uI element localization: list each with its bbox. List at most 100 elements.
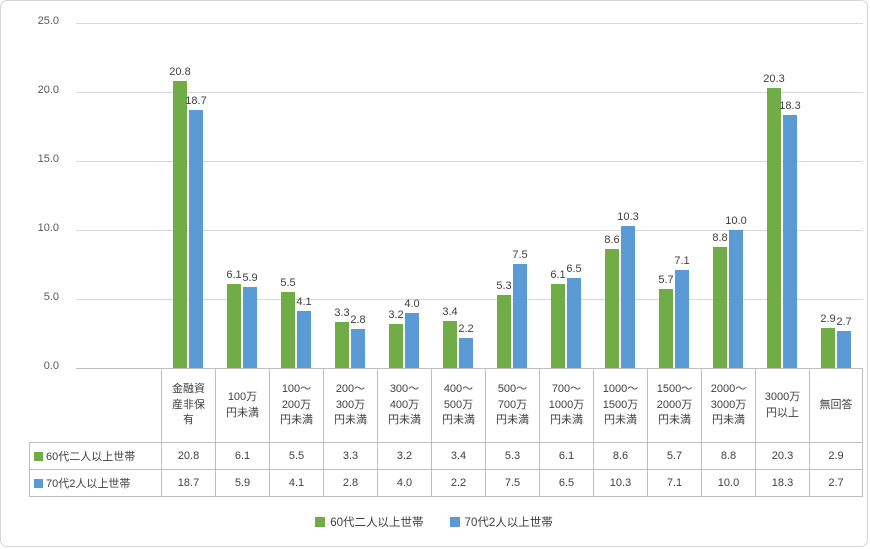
y-axis-labels: 0.0 5.0 10.0 15.0 20.0 25.0 — [1, 1, 76, 381]
category-label: 無回答 — [809, 369, 863, 442]
value-cell: 20.3 — [755, 443, 809, 470]
category-label: 700〜 1000万 円未満 — [539, 369, 593, 442]
value-cell: 6.5 — [539, 470, 593, 497]
table-row: 60代二人以上世帯 20.8 6.1 5.5 3.3 3.2 3.4 5.3 6.1 8.6 5.7… — [29, 443, 863, 470]
bar-value-label: 6.1 — [550, 269, 566, 281]
category-slot: 20.8 18.7 — [161, 23, 215, 368]
value-cell: 7.1 — [647, 470, 701, 497]
category-slot: 8.8 10.0 — [701, 23, 755, 368]
bar-value-label: 2.9 — [820, 313, 836, 325]
y-axis-tick-label: 15.0 — [37, 153, 59, 165]
bar-series-2 — [675, 270, 689, 368]
bar-value-label: 3.2 — [388, 309, 404, 321]
bar-value-label: 7.5 — [512, 249, 528, 261]
category-label: 3000万 円以上 — [755, 369, 809, 442]
value-cell: 5.5 — [269, 443, 323, 470]
bar-value-label: 5.3 — [496, 280, 512, 292]
category-slot: 5.3 7.5 — [485, 23, 539, 368]
value-cell: 18.7 — [161, 470, 215, 497]
value-cell: 3.2 — [377, 443, 431, 470]
data-table: 60代二人以上世帯 20.8 6.1 5.5 3.3 3.2 3.4 5.3 6.1 8.6 5.7… — [29, 442, 863, 497]
bar-series-2 — [621, 226, 635, 368]
value-cell: 10.3 — [593, 470, 647, 497]
bar-series-1 — [227, 284, 241, 368]
value-cell: 20.8 — [161, 443, 215, 470]
bar-value-label: 20.3 — [763, 73, 785, 85]
bar-value-label: 4.0 — [404, 298, 420, 310]
category-slot: 20.3 18.3 — [755, 23, 809, 368]
bar-value-label: 6.5 — [566, 263, 582, 275]
value-cell: 3.3 — [323, 443, 377, 470]
value-cell: 4.0 — [377, 470, 431, 497]
series-name: 70代2人以上世帯 — [46, 478, 131, 490]
bar-value-label: 2.7 — [836, 316, 852, 328]
bar-value-label: 18.3 — [779, 100, 801, 112]
value-cell: 7.5 — [485, 470, 539, 497]
series-name: 60代二人以上世帯 — [46, 451, 136, 463]
category-slot: 6.1 5.9 — [215, 23, 269, 368]
gridline — [76, 299, 863, 300]
bar-series-1 — [551, 284, 565, 368]
bar-series-1 — [821, 328, 835, 368]
bar-value-label: 5.9 — [242, 272, 258, 284]
bar-value-label: 7.1 — [674, 255, 690, 267]
value-cell: 2.7 — [809, 470, 863, 497]
value-cell: 2.8 — [323, 470, 377, 497]
value-cell: 6.1 — [215, 443, 269, 470]
bar-series-2 — [567, 278, 581, 368]
plot-area: 20.8 18.7 6.1 5.9 5.5 4.1 3.3 2.8 3.2 4.0 3.4 2.2 5.… — [161, 23, 863, 368]
category-label: 200〜 300万 円未満 — [323, 369, 377, 442]
bar-series-2 — [405, 313, 419, 368]
y-axis-tick-label: 20.0 — [37, 84, 59, 96]
bar-series-2 — [513, 264, 527, 368]
category-label: 100万 円未満 — [215, 369, 269, 442]
value-cell: 18.3 — [755, 470, 809, 497]
series-name-cell: 70代2人以上世帯 — [29, 470, 161, 497]
category-slot: 3.4 2.2 — [431, 23, 485, 368]
value-cell: 3.4 — [431, 443, 485, 470]
bar-value-label: 2.2 — [458, 323, 474, 335]
bar-value-label: 10.0 — [725, 215, 747, 227]
series-name-cell: 60代二人以上世帯 — [29, 443, 161, 470]
category-slot: 3.2 4.0 — [377, 23, 431, 368]
gridline — [76, 230, 863, 231]
legend-key — [34, 451, 43, 461]
bar-series-2 — [837, 331, 851, 368]
value-cell: 2.9 — [809, 443, 863, 470]
bar-series-2 — [189, 110, 203, 368]
value-cell: 6.1 — [539, 443, 593, 470]
bar-series-1 — [659, 289, 673, 368]
value-cell: 8.6 — [593, 443, 647, 470]
category-label: 1500〜 2000万 円未満 — [647, 369, 701, 442]
legend-key — [34, 478, 43, 488]
value-cell: 5.9 — [215, 470, 269, 497]
bar-series-1 — [335, 322, 349, 368]
category-label: 2000〜 3000万 円未満 — [701, 369, 755, 442]
legend-swatch — [449, 517, 460, 527]
category-slot: 6.1 6.5 — [539, 23, 593, 368]
bar-series-2 — [783, 115, 797, 368]
bar-value-label: 10.3 — [617, 211, 639, 223]
bar-series-2 — [243, 287, 257, 368]
category-slot: 8.6 10.3 — [593, 23, 647, 368]
bar-value-label: 18.7 — [185, 95, 207, 107]
bar-value-label: 5.7 — [658, 274, 674, 286]
y-axis-tick-label: 0.0 — [43, 360, 59, 372]
value-cell: 4.1 — [269, 470, 323, 497]
category-label: 金融資 産非保 有 — [161, 369, 215, 442]
bar-series-1 — [389, 324, 403, 368]
legend-item-2: 70代2人以上世帯 — [449, 514, 553, 530]
bar-series-1 — [767, 88, 781, 368]
bar-series-1 — [443, 321, 457, 368]
gridline — [76, 161, 863, 162]
bar-series-1 — [497, 295, 511, 368]
category-label: 1000〜 1500万 円未満 — [593, 369, 647, 442]
category-slot: 5.5 4.1 — [269, 23, 323, 368]
category-slot: 3.3 2.8 — [323, 23, 377, 368]
legend-swatch — [315, 517, 326, 527]
bar-series-2 — [729, 230, 743, 368]
bar-value-label: 5.5 — [280, 277, 296, 289]
legend: 60代二人以上世帯 70代2人以上世帯 — [1, 514, 867, 530]
category-axis: 金融資 産非保 有 100万 円未満 100〜 200万 円未満 200〜 300万 … — [161, 368, 863, 442]
